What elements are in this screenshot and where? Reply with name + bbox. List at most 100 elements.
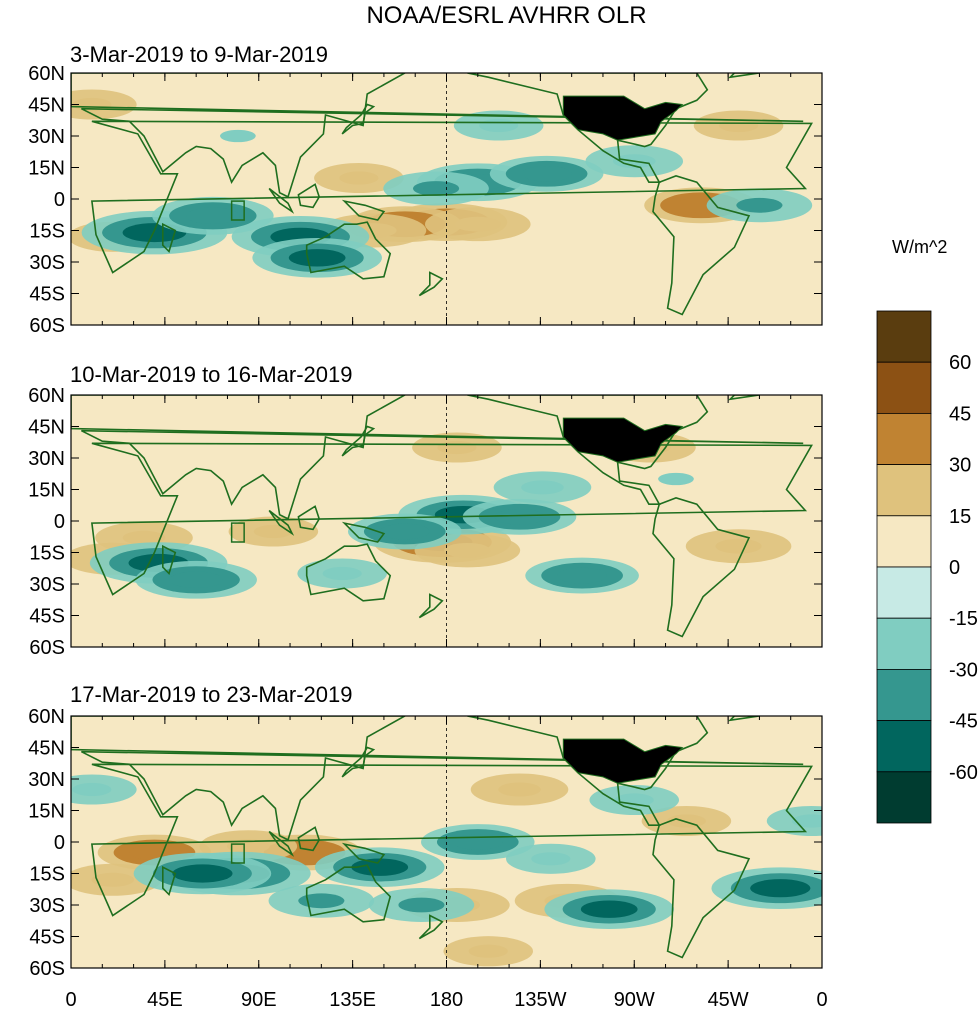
coastline-madagascar: [162, 222, 177, 254]
coastline-borneo: [297, 183, 321, 209]
anomaly-core: [479, 118, 519, 133]
y-tick-label: 60S: [29, 315, 65, 337]
colorbar-label: 30: [949, 455, 971, 477]
coastline-new-guinea: [341, 199, 386, 221]
x-tick-label: 180: [430, 989, 463, 1011]
anomaly-core: [498, 782, 541, 797]
y-tick-label: 15N: [28, 801, 65, 823]
anomaly-core: [186, 207, 240, 225]
y-tick-label: 30S: [29, 895, 65, 917]
coastline-eurasia: [71, 716, 804, 842]
y-tick-label: 15S: [29, 864, 65, 886]
coastline-new-zealand: [418, 914, 444, 940]
anomaly-core: [521, 165, 572, 182]
anomaly-core: [379, 523, 430, 540]
y-tick-label: 0: [54, 832, 65, 854]
anomaly-core: [220, 129, 256, 143]
map-panel-1: 60N 45N 30N 15N 0 15S 30S 45S 60S: [28, 63, 823, 337]
coastline-greenland-edge: [727, 73, 760, 79]
coastline-sumatra: [268, 830, 295, 857]
y-tick-label: 60N: [28, 63, 65, 85]
y-tick-label: 60N: [28, 385, 65, 407]
coastline-new-zealand: [418, 593, 444, 619]
y-tick-label: 15N: [28, 158, 65, 180]
coastline-borneo: [297, 505, 321, 531]
coastline-japan: [341, 746, 376, 778]
y-tick-label: 15S: [29, 221, 65, 243]
coastline-sumatra: [268, 187, 295, 214]
anomaly-core: [398, 897, 445, 913]
anomaly-core: [468, 944, 508, 958]
y-tick-label: 30N: [28, 126, 65, 148]
coastline-australia: [305, 221, 392, 280]
y-tick-label: 30N: [28, 448, 65, 470]
coastline-greenland-edge: [727, 716, 760, 722]
anomaly-core: [91, 872, 135, 887]
coastline-africa: [90, 120, 813, 274]
colorbar-bin: [876, 515, 932, 568]
coastline-africa: [90, 763, 813, 917]
coastline-japan: [341, 103, 376, 135]
anomaly-core: [288, 249, 346, 267]
colorbar: 60 45 30 15 0 -15 -30 -45 -60: [876, 310, 978, 824]
colorbar-bin: [876, 566, 932, 619]
anomaly-core: [715, 538, 762, 554]
coastline-madagascar: [162, 544, 177, 576]
y-tick-label: 30S: [29, 252, 65, 274]
coastline-borneo: [297, 826, 321, 852]
anomaly-core: [253, 524, 293, 539]
anomaly-core: [226, 839, 270, 854]
colorbar-label: 15: [949, 506, 971, 528]
anomaly-core: [658, 472, 694, 486]
reference-box: [230, 200, 245, 221]
anomaly-core: [298, 893, 345, 909]
y-tick-label: 0: [54, 511, 65, 533]
y-tick-label: 15N: [28, 480, 65, 502]
coastline-south-america: [652, 497, 751, 638]
coastline-south-america: [652, 818, 751, 959]
x-tick-label: 45W: [708, 989, 749, 1011]
y-tick-label: 45S: [29, 284, 65, 306]
x-tick-label: 90E: [241, 989, 277, 1011]
y-tick-label: 30S: [29, 574, 65, 596]
anomaly-core: [172, 864, 233, 883]
colorbar-label: 0: [949, 557, 960, 579]
y-tick-label: 30N: [28, 769, 65, 791]
colorbar-unit-label: W/m^2: [892, 237, 948, 257]
colorbar-bin: [876, 412, 932, 465]
y-tick-label: 60N: [28, 706, 65, 728]
panel-3-title: 17-Mar-2019 to 23-Mar-2019: [70, 682, 353, 707]
colorbar-bin: [876, 720, 932, 773]
y-tick-label: 60S: [29, 958, 65, 980]
colorbar-bin: [876, 617, 932, 670]
anomaly-core: [750, 879, 811, 898]
anomaly-core: [339, 171, 379, 185]
panel-1-title: 3-Mar-2019 to 9-Mar-2019: [70, 42, 329, 67]
coastline-eurasia: [71, 73, 804, 199]
coastline-south-america: [652, 175, 751, 316]
anomaly-core: [322, 566, 362, 581]
x-tick-label: 90W: [614, 989, 655, 1011]
anomaly-core: [531, 852, 571, 866]
y-tick-label: 45S: [29, 927, 65, 949]
colorbar-bin: [876, 310, 932, 363]
x-tick-label: 45E: [147, 989, 183, 1011]
coastline-africa: [90, 442, 813, 596]
anomaly-core: [736, 197, 783, 213]
anomaly-core: [169, 571, 223, 589]
coastline-new-zealand: [418, 271, 444, 297]
anomaly-core: [580, 900, 638, 918]
x-tick-label: 135W: [514, 989, 566, 1011]
chart-title: NOAA/ESRL AVHRR OLR: [366, 2, 647, 29]
anomaly-core: [521, 480, 564, 495]
anomaly-core: [437, 440, 477, 455]
coastline-new-guinea: [341, 842, 386, 864]
anomaly-core: [412, 181, 460, 196]
coastline-madagascar: [162, 865, 177, 897]
coastline-new-guinea: [341, 521, 386, 543]
coastline-australia: [305, 543, 392, 602]
anomaly-core: [454, 216, 501, 232]
anomaly-core: [444, 542, 491, 558]
colorbar-bin: [876, 669, 932, 722]
